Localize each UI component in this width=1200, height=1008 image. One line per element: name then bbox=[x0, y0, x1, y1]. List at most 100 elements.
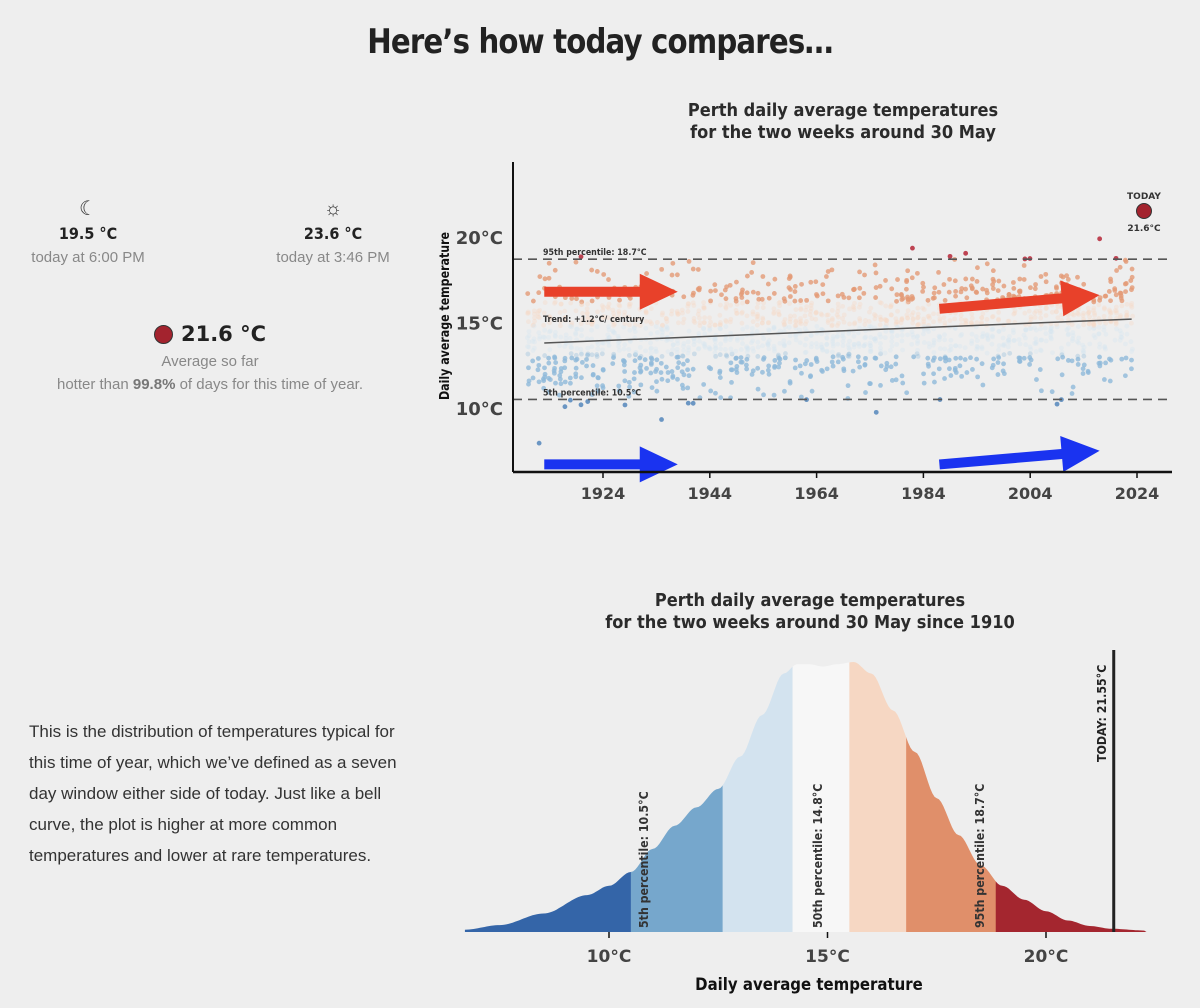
distribution-chart: 10°C 15°C 20°C Daily average temperature 5th… bbox=[464, 650, 1147, 994]
scatter-point bbox=[558, 369, 564, 375]
scatter-point bbox=[751, 348, 756, 354]
scatter-point bbox=[889, 312, 894, 318]
scatter-point bbox=[734, 337, 740, 343]
scatter-point bbox=[1091, 305, 1097, 311]
scatter-point bbox=[760, 315, 766, 321]
scatter-point bbox=[734, 364, 740, 369]
scatter-point bbox=[776, 300, 782, 306]
scatter-point bbox=[1096, 331, 1102, 337]
scatter-point bbox=[681, 348, 687, 353]
scatter-point bbox=[750, 345, 756, 351]
scatter-point bbox=[830, 322, 835, 328]
scatter-point bbox=[728, 316, 734, 322]
scatter-point bbox=[573, 352, 579, 358]
scatter-point bbox=[835, 359, 841, 365]
scatter-point bbox=[861, 343, 867, 349]
scatter-point bbox=[1017, 359, 1023, 364]
scatter-point bbox=[674, 308, 680, 314]
scatter-point bbox=[643, 308, 649, 314]
scatter-point bbox=[802, 342, 808, 348]
scatter-point bbox=[1065, 332, 1071, 338]
scatter-point bbox=[963, 321, 968, 326]
scatter-point bbox=[974, 320, 980, 326]
scatter-point bbox=[1101, 327, 1107, 333]
scatter-point bbox=[754, 314, 760, 320]
scatter-point bbox=[632, 352, 638, 358]
x-tick-label: 10°C bbox=[587, 947, 632, 967]
scatter-point bbox=[1033, 327, 1039, 333]
scatter-point bbox=[739, 335, 745, 341]
scatter-point bbox=[962, 357, 968, 362]
scatter-point bbox=[585, 352, 591, 358]
scatter-point bbox=[957, 343, 963, 349]
scatter-point bbox=[1087, 321, 1092, 327]
scatter-point bbox=[546, 275, 552, 281]
scatter-point bbox=[1096, 324, 1102, 330]
scatter-point bbox=[872, 262, 878, 268]
scatter-point bbox=[840, 316, 845, 321]
scatter-point bbox=[654, 320, 660, 325]
scatter-point bbox=[542, 276, 548, 282]
y-tick-label: 10°C bbox=[456, 399, 503, 420]
scatter-point bbox=[611, 329, 616, 335]
scatter-point bbox=[658, 370, 664, 375]
scatter-point bbox=[749, 326, 755, 331]
scatter-point bbox=[648, 346, 654, 352]
distribution-description: This is the distribution of temperatures… bbox=[29, 722, 397, 865]
scatter-point bbox=[1034, 377, 1039, 382]
scatter-point bbox=[569, 355, 575, 361]
scatter-point bbox=[829, 323, 835, 329]
scatter-point bbox=[717, 368, 723, 374]
scatter-point bbox=[975, 265, 980, 271]
scatter-point bbox=[1075, 362, 1081, 367]
scatter-point bbox=[798, 316, 803, 321]
scatter-point bbox=[776, 355, 782, 361]
scatter-point bbox=[569, 322, 574, 328]
scatter-point bbox=[1129, 349, 1134, 354]
scatter-point bbox=[755, 311, 760, 317]
scatter-point bbox=[525, 344, 530, 350]
scatter-point bbox=[1060, 354, 1066, 360]
scatter-point bbox=[772, 348, 777, 354]
scatter-title-line2: for the two weeks around 30 May bbox=[690, 122, 996, 143]
scatter-point bbox=[877, 300, 883, 305]
scatter-point bbox=[557, 376, 563, 382]
scatter-point bbox=[819, 367, 825, 373]
scatter-point bbox=[777, 303, 782, 309]
scatter-point bbox=[744, 299, 750, 305]
scatter-point bbox=[852, 320, 858, 326]
distribution-title-line2: for the two weeks around 30 May since 19… bbox=[605, 612, 1015, 633]
scatter-point bbox=[701, 304, 707, 310]
scatter-point bbox=[633, 350, 639, 356]
scatter-point bbox=[659, 417, 664, 422]
scatter-point bbox=[1037, 308, 1043, 314]
scatter-point bbox=[606, 335, 612, 340]
trend-arrow-icon bbox=[938, 436, 1100, 472]
scatter-point bbox=[600, 315, 606, 321]
scatter-point bbox=[664, 338, 670, 343]
scatter-point bbox=[744, 324, 750, 330]
scatter-point bbox=[909, 341, 915, 347]
scatter-point bbox=[893, 321, 899, 327]
comparison-prefix: hotter than bbox=[56, 376, 133, 393]
scatter-point bbox=[563, 314, 568, 320]
scatter-point bbox=[915, 311, 921, 317]
scatter-point bbox=[611, 311, 616, 316]
scatter-point bbox=[750, 319, 756, 325]
scatter-point bbox=[1118, 334, 1124, 340]
scatter-point bbox=[771, 325, 777, 331]
scatter-point bbox=[936, 337, 942, 343]
scatter-point bbox=[679, 382, 685, 388]
scatter-point bbox=[882, 316, 888, 322]
scatter-point bbox=[611, 322, 616, 328]
scatter-point bbox=[1049, 325, 1054, 330]
scatter-point bbox=[686, 347, 692, 353]
scatter-point bbox=[798, 306, 804, 311]
scatter-point bbox=[1080, 347, 1086, 353]
scatter-point bbox=[921, 316, 927, 322]
scatter-point bbox=[546, 355, 552, 361]
scatter-point bbox=[723, 336, 728, 342]
scatter-point bbox=[701, 341, 706, 346]
scatter-point bbox=[1001, 283, 1007, 289]
scatter-point bbox=[1001, 327, 1006, 332]
